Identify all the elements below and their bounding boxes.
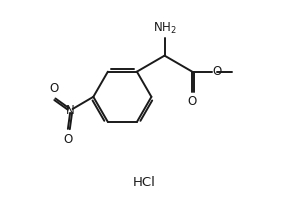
Text: O: O [49,82,59,95]
Text: N: N [66,104,75,117]
Text: O: O [63,133,73,146]
Text: NH$_2$: NH$_2$ [153,21,177,36]
Text: O: O [212,65,222,78]
Text: O: O [188,95,197,108]
Text: HCl: HCl [133,176,156,189]
